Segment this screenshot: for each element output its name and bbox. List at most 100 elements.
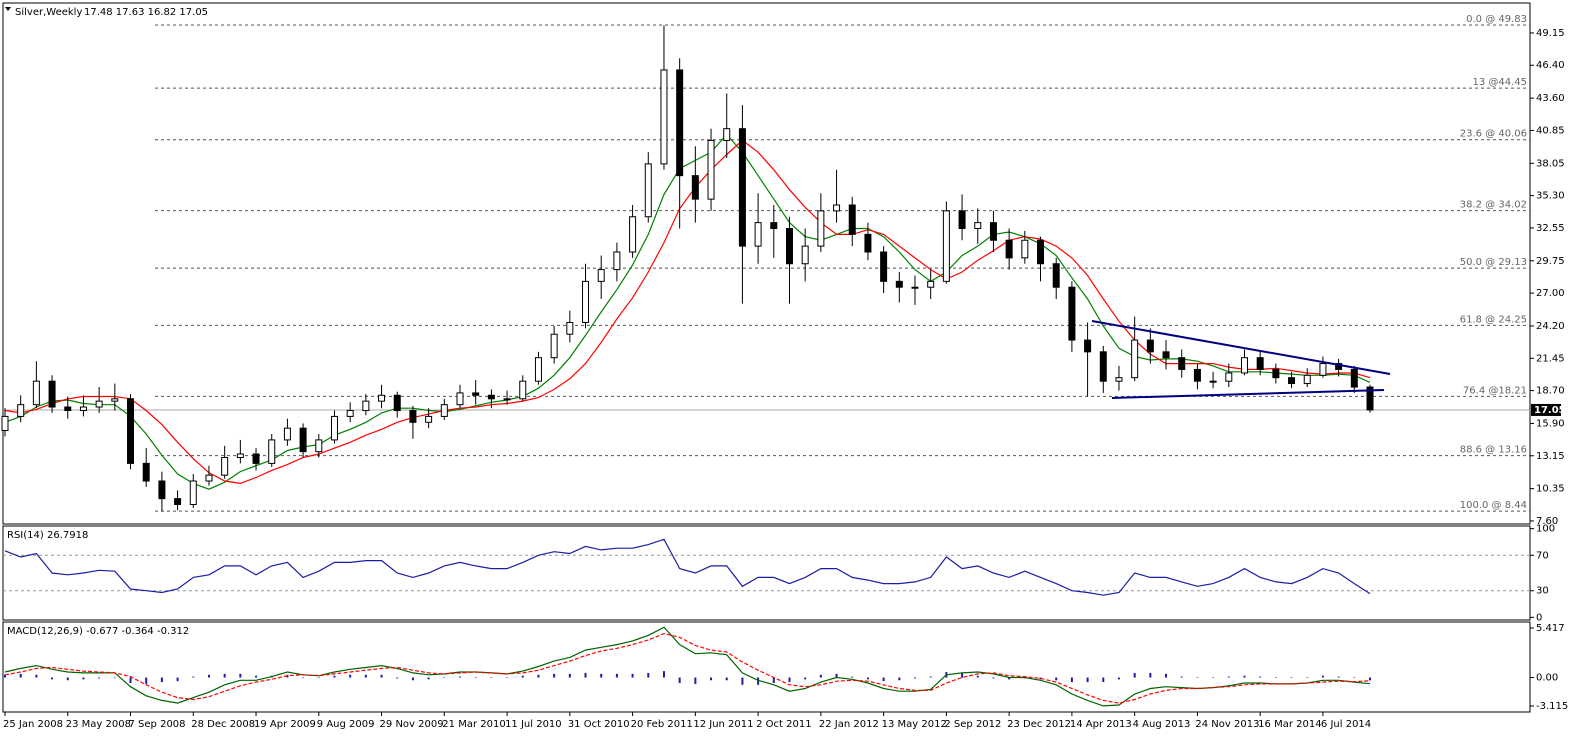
histogram-bar: [4, 674, 6, 678]
y-tick-label: 13.15: [1536, 451, 1565, 462]
candle-body: [142, 462, 150, 482]
candle-body: [299, 427, 307, 453]
histogram-bar: [772, 677, 775, 684]
candle-body: [315, 439, 323, 453]
histogram-bar: [35, 674, 38, 678]
panel: [2, 621, 1531, 713]
fib-label: 88.6 @ 13.16: [1460, 445, 1527, 456]
histogram-bar: [19, 673, 22, 678]
histogram-bar: [239, 673, 242, 678]
candle-body: [566, 321, 574, 335]
x-tick-label: 23 Dec 2012: [1007, 719, 1071, 730]
histogram-bar: [914, 677, 916, 679]
histogram-bar: [1212, 677, 1215, 679]
y-tick-label: 100: [1536, 524, 1555, 535]
candle-body: [189, 480, 197, 506]
candle-body: [1115, 377, 1123, 382]
y-tick-label: 0: [1536, 612, 1542, 623]
histogram-bar: [98, 677, 101, 679]
histogram-bar: [662, 671, 665, 678]
histogram-bar: [1369, 677, 1371, 681]
fib-label: 13 @44.45: [1472, 77, 1527, 88]
candle-body: [346, 410, 354, 417]
histogram-bar: [396, 677, 399, 679]
histogram-bar: [992, 677, 995, 679]
y-tick-label: 29.75: [1536, 256, 1565, 267]
candle-body: [911, 286, 919, 289]
candle-body: [1005, 239, 1013, 259]
panel-title: Silver,Weekly: [15, 7, 82, 18]
candle-body: [330, 415, 338, 441]
x-tick-label: 13 May 2012: [882, 719, 947, 730]
candle-body: [1, 415, 9, 432]
histogram-bar: [1243, 675, 1246, 678]
candle-body: [205, 474, 213, 482]
candle-body: [456, 392, 464, 406]
histogram-bar: [129, 677, 132, 684]
candle-body: [158, 480, 166, 500]
candle-body: [1037, 239, 1045, 265]
candle-body: [409, 410, 417, 423]
histogram-bar: [553, 673, 556, 678]
menu-arrow[interactable]: [5, 7, 11, 11]
candle-body: [1162, 351, 1170, 359]
histogram-bar: [600, 673, 603, 678]
x-tick-label: 23 May 2008: [66, 719, 131, 730]
fib-label: 50.0 @ 29.13: [1460, 257, 1527, 268]
candle-body: [111, 398, 119, 402]
histogram-bar: [255, 675, 258, 678]
candle-body: [64, 406, 72, 412]
candle-body: [676, 69, 684, 177]
candle-body: [660, 69, 668, 165]
histogram-bar: [694, 677, 697, 684]
y-tick-label: 46.40: [1536, 60, 1565, 71]
x-tick-label: 6 Jul 2014: [1321, 719, 1371, 730]
histogram-bar: [1290, 677, 1293, 679]
histogram-bar: [317, 677, 320, 679]
histogram-bar: [647, 672, 650, 678]
histogram-bar: [1165, 673, 1168, 678]
histogram-bar: [349, 674, 352, 678]
candle-body: [236, 453, 244, 459]
histogram-bar: [333, 675, 336, 678]
candle-body: [707, 139, 715, 200]
y-tick-label: 18.70: [1536, 386, 1565, 397]
panel-title: RSI(14) 26.7918: [7, 530, 88, 541]
candle-body: [32, 380, 40, 406]
histogram-bar: [1337, 676, 1340, 678]
candle-body: [1131, 339, 1139, 379]
candle-body: [989, 222, 997, 241]
candle-body: [127, 398, 135, 464]
x-tick-label: 9 Aug 2009: [317, 719, 375, 730]
candle-body: [1272, 368, 1280, 379]
candle-body: [691, 175, 699, 200]
y-tick-label: 30: [1536, 586, 1549, 597]
candle-body: [1021, 239, 1029, 259]
histogram-bar: [443, 677, 446, 679]
candle-body: [644, 163, 652, 218]
histogram-bar: [1321, 675, 1324, 678]
histogram-bar: [1055, 677, 1058, 681]
trendline-lower: [1111, 389, 1385, 399]
histogram-bar: [882, 677, 885, 682]
candle-body: [880, 251, 888, 282]
candle-body: [629, 216, 637, 253]
histogram-bar: [1102, 677, 1105, 683]
histogram-bar: [380, 674, 383, 678]
candle-body: [425, 415, 433, 423]
histogram-bar: [804, 677, 807, 680]
histogram-bar: [584, 672, 587, 678]
candle-body: [519, 380, 527, 400]
y-tick-label: 40.85: [1536, 125, 1565, 136]
histogram-bar: [615, 673, 618, 678]
candle-body: [817, 210, 825, 247]
last-price-label: 17.05: [1534, 405, 1566, 416]
y-tick-label: 24.20: [1536, 321, 1565, 332]
candle-body: [582, 280, 590, 323]
histogram-bar: [82, 677, 85, 680]
histogram-bar: [725, 677, 728, 681]
y-tick-label: 5.417: [1536, 623, 1565, 634]
histogram-bar: [176, 677, 179, 682]
